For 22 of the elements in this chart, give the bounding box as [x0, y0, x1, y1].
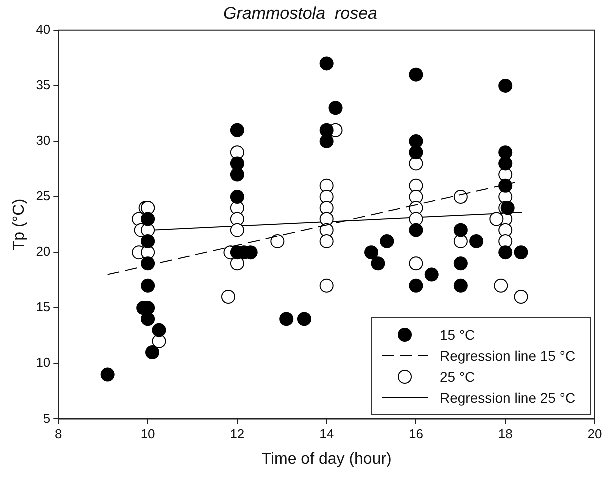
y-tick-label: 20 [36, 244, 51, 260]
x-tick-label: 12 [230, 426, 245, 442]
legend-label: 25 °C [440, 368, 476, 385]
x-tick-label: 8 [55, 426, 62, 442]
y-tick-label: 40 [36, 22, 51, 37]
y-tick-label: 15 [36, 300, 51, 315]
y-tick-label: 10 [36, 355, 51, 370]
x-tick-label: 10 [140, 426, 156, 442]
y-tick-label: 5 [43, 410, 51, 426]
y-tick-label: 35 [36, 78, 51, 93]
y-axis-title: Tp (°C) [11, 198, 28, 251]
x-axis-title: Time of day (hour) [262, 450, 392, 468]
legend-label: Regression line 25 °C [440, 390, 576, 406]
x-tick-label: 18 [498, 426, 513, 442]
y-tick-label: 25 [36, 188, 51, 204]
x-tick-label: 16 [408, 426, 424, 442]
legend-label: Regression line 15 °C [440, 348, 576, 364]
x-tick-label: 14 [320, 426, 334, 442]
legend-label: 15 °C [440, 326, 476, 343]
x-tick-label: 20 [588, 426, 602, 442]
y-tick-label: 30 [36, 133, 51, 148]
chart-title: Grammostola rosea [224, 4, 378, 23]
